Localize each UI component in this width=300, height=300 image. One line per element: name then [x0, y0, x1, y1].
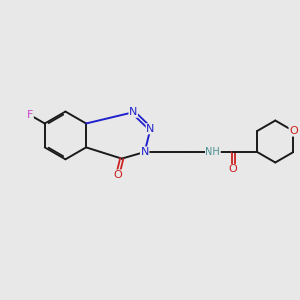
Text: O: O [113, 170, 122, 180]
Text: O: O [229, 164, 238, 175]
Text: F: F [27, 110, 33, 120]
Text: NH: NH [206, 147, 220, 157]
Text: O: O [289, 126, 298, 136]
Text: N: N [146, 124, 154, 134]
Text: N: N [140, 147, 149, 157]
Text: N: N [129, 107, 137, 117]
